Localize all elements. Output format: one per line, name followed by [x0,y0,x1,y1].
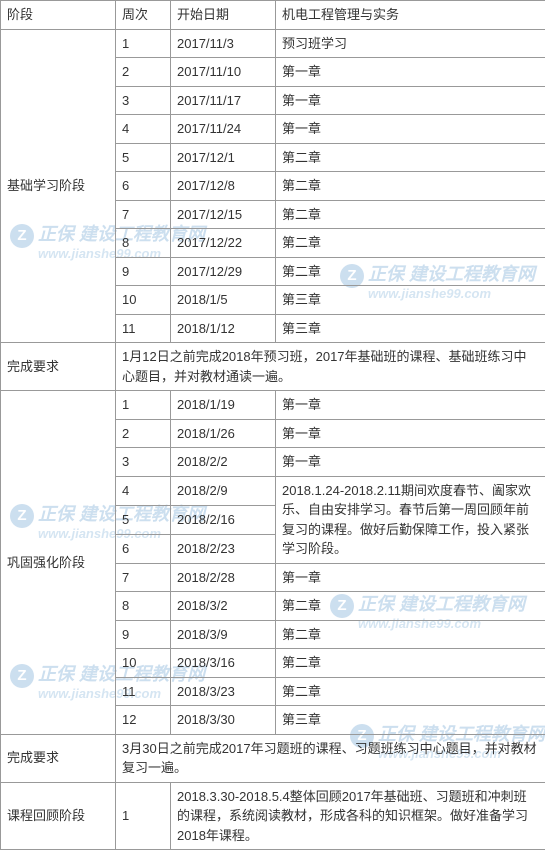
content-cell: 第二章 [276,172,545,201]
content-cell: 第二章 [276,649,545,678]
week-cell: 5 [116,505,171,534]
date-cell: 2018/3/2 [171,592,276,621]
content-cell: 第三章 [276,314,545,343]
date-cell: 2017/11/10 [171,58,276,87]
week-cell: 7 [116,200,171,229]
date-cell: 2017/12/22 [171,229,276,258]
content-cell: 第二章 [276,229,545,258]
header-week: 周次 [116,1,171,30]
date-cell: 2017/11/24 [171,115,276,144]
content-cell: 第一章 [276,115,545,144]
requirement-row: 完成要求 3月30日之前完成2017年习题班的课程、习题班练习中心题目，并对教材… [1,734,545,782]
requirement-row: 完成要求 1月12日之前完成2018年预习班，2017年基础班的课程、基础班练习… [1,343,545,391]
header-phase: 阶段 [1,1,116,30]
date-cell: 2018/3/30 [171,706,276,735]
requirement-content: 1月12日之前完成2018年预习班，2017年基础班的课程、基础班练习中心题目，… [116,343,545,391]
date-cell: 2018/2/9 [171,476,276,505]
date-cell: 2017/12/15 [171,200,276,229]
week-cell: 6 [116,172,171,201]
merged-content-cell: 2018.1.24-2018.2.11期间欢度春节、阖家欢乐、自由安排学习。春节… [276,476,545,563]
content-cell: 第一章 [276,86,545,115]
content-cell: 第一章 [276,58,545,87]
date-cell: 2018/1/19 [171,391,276,420]
content-cell: 第三章 [276,706,545,735]
date-cell: 2017/12/29 [171,257,276,286]
content-cell: 第二章 [276,620,545,649]
week-cell: 1 [116,391,171,420]
content-cell: 第一章 [276,391,545,420]
content-cell: 第三章 [276,286,545,315]
content-cell: 预习班学习 [276,29,545,58]
week-cell: 4 [116,476,171,505]
content-cell: 第一章 [276,448,545,477]
week-cell: 1 [116,782,171,850]
date-cell: 2018/1/5 [171,286,276,315]
date-cell: 2017/12/1 [171,143,276,172]
header-subject: 机电工程管理与实务 [276,1,545,30]
date-cell: 2018/2/28 [171,563,276,592]
table-row: 基础学习阶段 1 2017/11/3 预习班学习 [1,29,545,58]
date-cell: 2018/3/9 [171,620,276,649]
week-cell: 7 [116,563,171,592]
phase-cell: 巩固强化阶段 [1,391,116,735]
content-cell: 第一章 [276,419,545,448]
date-cell: 2018/1/12 [171,314,276,343]
week-cell: 3 [116,448,171,477]
date-cell: 2018/2/16 [171,505,276,534]
date-cell: 2018/2/2 [171,448,276,477]
study-schedule-table: 阶段 周次 开始日期 机电工程管理与实务 基础学习阶段 1 2017/11/3 … [0,0,545,850]
content-cell: 第二章 [276,200,545,229]
week-cell: 10 [116,286,171,315]
week-cell: 11 [116,314,171,343]
date-cell: 2017/11/3 [171,29,276,58]
date-cell: 2017/12/8 [171,172,276,201]
week-cell: 8 [116,229,171,258]
content-cell: 第二章 [276,143,545,172]
content-cell: 2018.3.30-2018.5.4整体回顾2017年基础班、习题班和冲刺班的课… [171,782,545,850]
date-cell: 2018/3/23 [171,677,276,706]
table-row: 课程回顾阶段 1 2018.3.30-2018.5.4整体回顾2017年基础班、… [1,782,545,850]
header-row: 阶段 周次 开始日期 机电工程管理与实务 [1,1,545,30]
week-cell: 9 [116,620,171,649]
week-cell: 2 [116,58,171,87]
week-cell: 9 [116,257,171,286]
header-date: 开始日期 [171,1,276,30]
requirement-content: 3月30日之前完成2017年习题班的课程、习题班练习中心题目，并对教材复习一遍。 [116,734,545,782]
week-cell: 4 [116,115,171,144]
date-cell: 2017/11/17 [171,86,276,115]
phase-cell: 基础学习阶段 [1,29,116,343]
week-cell: 12 [116,706,171,735]
week-cell: 3 [116,86,171,115]
week-cell: 2 [116,419,171,448]
content-cell: 第二章 [276,677,545,706]
week-cell: 8 [116,592,171,621]
date-cell: 2018/3/16 [171,649,276,678]
week-cell: 6 [116,534,171,563]
table-row: 巩固强化阶段 1 2018/1/19 第一章 [1,391,545,420]
content-cell: 第二章 [276,257,545,286]
requirement-label: 完成要求 [1,343,116,391]
content-cell: 第一章 [276,563,545,592]
week-cell: 5 [116,143,171,172]
date-cell: 2018/1/26 [171,419,276,448]
week-cell: 10 [116,649,171,678]
requirement-label: 完成要求 [1,734,116,782]
week-cell: 11 [116,677,171,706]
week-cell: 1 [116,29,171,58]
date-cell: 2018/2/23 [171,534,276,563]
content-cell: 第二章 [276,592,545,621]
phase-cell: 课程回顾阶段 [1,782,116,850]
